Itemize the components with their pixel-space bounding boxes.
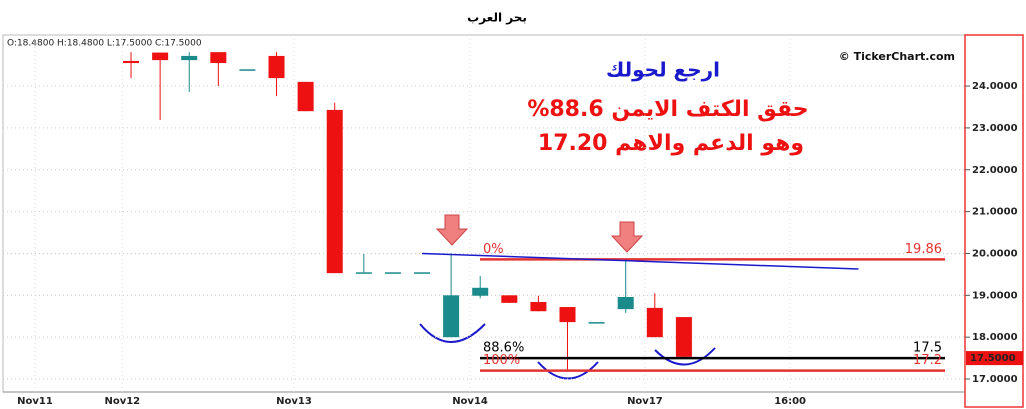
y-tick-label: 22.0000 bbox=[972, 165, 1018, 176]
level-value-label: 17.2 bbox=[913, 353, 942, 368]
candle-body bbox=[239, 69, 256, 71]
price-tag-label: 17.5000 bbox=[970, 353, 1016, 364]
candle-body bbox=[675, 317, 692, 357]
chart-title: بحر العرب bbox=[467, 11, 527, 25]
price-tag bbox=[966, 351, 1023, 366]
y-tick-label: 20.0000 bbox=[972, 248, 1018, 259]
x-tick-label: Nov14 bbox=[452, 396, 488, 407]
candle-body bbox=[530, 302, 547, 312]
candle-body bbox=[152, 52, 169, 61]
candle-body bbox=[181, 55, 198, 61]
candle-body bbox=[472, 287, 489, 296]
candle-body bbox=[210, 52, 227, 64]
candle-body bbox=[646, 307, 663, 338]
x-tick-label: Nov11 bbox=[17, 396, 53, 407]
level-value-label: 19.86 bbox=[905, 242, 942, 257]
level-value-label: 17.5 bbox=[913, 341, 942, 356]
level-fib-label: 88.6% bbox=[483, 341, 524, 356]
arrow bbox=[435, 214, 469, 246]
arc bbox=[537, 361, 599, 380]
candle-body bbox=[326, 109, 343, 274]
y-tick-label: 24.0000 bbox=[972, 81, 1018, 92]
annotation: ارجع لحولك bbox=[606, 58, 720, 82]
level-fib-label: 100% bbox=[483, 353, 520, 368]
y-tick-label: 18.0000 bbox=[972, 332, 1018, 343]
y-tick-label: 17.0000 bbox=[972, 374, 1018, 385]
x-tick-label: 16:00 bbox=[774, 396, 806, 407]
candle-body bbox=[414, 272, 431, 274]
x-tick-label: Nov13 bbox=[276, 396, 312, 407]
x-tick-label: Nov12 bbox=[104, 396, 140, 407]
candle-body bbox=[123, 60, 140, 64]
candle-body bbox=[501, 295, 518, 303]
watermark: © TickerChart.com bbox=[839, 50, 955, 63]
candle-body bbox=[588, 322, 605, 324]
y-tick-label: 19.0000 bbox=[972, 290, 1018, 301]
candle-body bbox=[559, 307, 576, 323]
annotation: حقق الكتف الايمن 88.6% bbox=[527, 97, 808, 122]
arc bbox=[654, 347, 716, 366]
candle-body bbox=[355, 272, 372, 274]
ohlc-info: O:18.4800 H:18.4800 L:17.5000 C:17.5000 bbox=[7, 39, 202, 49]
y-axis-frame bbox=[964, 34, 1024, 408]
x-tick-label: Nov17 bbox=[627, 396, 663, 407]
y-tick-label: 23.0000 bbox=[972, 123, 1018, 134]
trendline bbox=[421, 252, 859, 270]
candle-body bbox=[268, 55, 285, 79]
level-fib-label: 0% bbox=[483, 242, 504, 257]
candle-body bbox=[617, 296, 634, 310]
arc bbox=[419, 323, 486, 343]
candle-body bbox=[443, 295, 460, 338]
candle-body bbox=[297, 81, 314, 112]
y-tick-label: 21.0000 bbox=[972, 207, 1018, 218]
annotation: وهو الدعم والاهم 17.20 bbox=[538, 131, 804, 156]
candle-body bbox=[384, 272, 401, 274]
arrow bbox=[610, 221, 644, 253]
